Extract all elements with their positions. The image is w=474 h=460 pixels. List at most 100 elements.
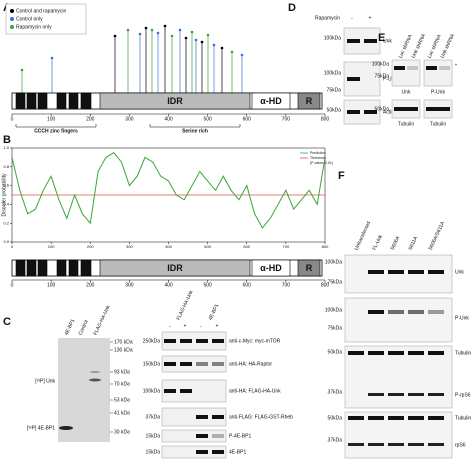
sign: - <box>169 323 171 329</box>
domain <box>99 259 251 277</box>
domain-label: 2 <box>30 98 34 105</box>
blot-label: anti-c-Myc: myc-mTOR <box>229 338 281 344</box>
band <box>408 443 424 446</box>
tick-label: 0 <box>11 244 14 249</box>
blot-label: rpS6 <box>455 442 466 448</box>
legend-dot <box>10 25 14 29</box>
band <box>180 339 192 343</box>
legend-label: Threshold <box>310 156 326 160</box>
band <box>439 66 450 70</box>
domain-label: 4 <box>60 265 64 272</box>
tick-label: 200 <box>87 244 94 249</box>
lane-label: Untransfected <box>354 220 373 251</box>
band <box>368 270 384 274</box>
sign: + <box>184 323 187 329</box>
blot-label: Unk <box>402 89 411 95</box>
sign: - <box>351 15 353 21</box>
bracket <box>149 124 241 128</box>
domain-label: α-HD <box>260 96 282 106</box>
marker-label: 75kDa <box>328 279 343 285</box>
domain <box>99 92 251 110</box>
band <box>388 443 404 446</box>
band <box>388 416 404 420</box>
legend-label: Rapamycin only <box>16 24 52 30</box>
blot-label: P-rpS6 <box>455 392 471 398</box>
blot-label: P-4E-BP1 <box>229 433 251 439</box>
domain <box>297 259 321 277</box>
phosphosite <box>206 33 210 37</box>
marker-label: 50kDa <box>328 415 343 421</box>
band <box>212 415 224 419</box>
band <box>196 415 208 419</box>
band <box>428 310 444 314</box>
region-label: CCCH zinc fingers <box>34 128 78 134</box>
marker-label: 150kDa <box>143 361 160 367</box>
blot-label: anti-HA: HA-Raptor <box>229 361 272 367</box>
group-label: FLAG-HA-Unk <box>176 289 195 321</box>
band <box>368 393 384 396</box>
phosphosite <box>230 50 234 54</box>
band <box>368 443 384 446</box>
autoradiograph <box>58 338 110 442</box>
domain-label: 6 <box>84 265 88 272</box>
domain-label: 3 <box>41 98 45 105</box>
tick-label: 600 <box>243 116 252 122</box>
band-label: [³²P] 4E-BP1 <box>27 425 55 431</box>
marker-label: 93 kDa <box>114 369 130 375</box>
marker-label: 100kDa <box>324 70 341 76</box>
region-label: Serine rich <box>182 128 208 134</box>
band <box>348 351 364 355</box>
phosphosite <box>113 34 117 38</box>
legend-label: Control only <box>16 16 43 22</box>
phosphosite <box>178 28 182 32</box>
domain <box>68 259 79 277</box>
domain <box>15 259 26 277</box>
blot-label: P-Unk <box>455 315 469 321</box>
band-label: [³²P] Unk <box>35 378 55 384</box>
blot <box>344 345 453 409</box>
blot <box>161 379 227 403</box>
panel-label: D <box>288 2 296 14</box>
phosphosite <box>212 43 216 47</box>
phosphosite <box>240 53 244 57</box>
asterisk: * <box>455 63 457 69</box>
band <box>59 426 73 430</box>
band <box>388 393 404 396</box>
marker-label: 53 kDa <box>114 397 130 403</box>
marker-label: 100kDa <box>325 259 342 265</box>
domain-label: 2 <box>30 265 34 272</box>
band <box>180 389 192 393</box>
domain-label: 1 <box>19 265 23 272</box>
tick-label: 0.4 <box>3 201 9 206</box>
band <box>212 362 224 366</box>
phosphosite <box>190 30 194 34</box>
domain <box>68 92 79 110</box>
legend-label: Control and rapamycin <box>16 8 67 14</box>
group-label: 4E-BP1 <box>208 303 221 321</box>
band <box>407 66 418 70</box>
band <box>196 434 208 438</box>
legend-label: (P-value: 0.01) <box>310 161 333 165</box>
tick-label: 0.2 <box>3 220 9 225</box>
axis-title: Disorder probability <box>1 173 7 217</box>
tick-label: 400 <box>165 244 172 249</box>
tick-label: 0.0 <box>3 239 9 244</box>
marker-label: 37kDa <box>328 389 343 395</box>
band <box>408 351 424 355</box>
blot-label: Tubulin <box>455 415 471 421</box>
lane-label: FLAG-HA-Unk <box>93 304 112 336</box>
band <box>426 107 450 111</box>
phosphosite <box>220 46 224 50</box>
sign: - <box>200 323 202 329</box>
panel-label: B <box>3 134 11 146</box>
blot-label: 4E-BP1 <box>229 449 246 455</box>
blot-label: Actin <box>383 109 394 115</box>
sign: + <box>369 15 372 21</box>
blot <box>161 331 227 351</box>
lane-label: S606A/S611A <box>428 220 447 251</box>
tick-label: 700 <box>282 116 291 122</box>
band <box>428 416 444 420</box>
marker-label: 70 kDa <box>114 381 130 387</box>
blot-label: anti-FLAG: FLAG-GST-Rheb <box>229 414 293 420</box>
